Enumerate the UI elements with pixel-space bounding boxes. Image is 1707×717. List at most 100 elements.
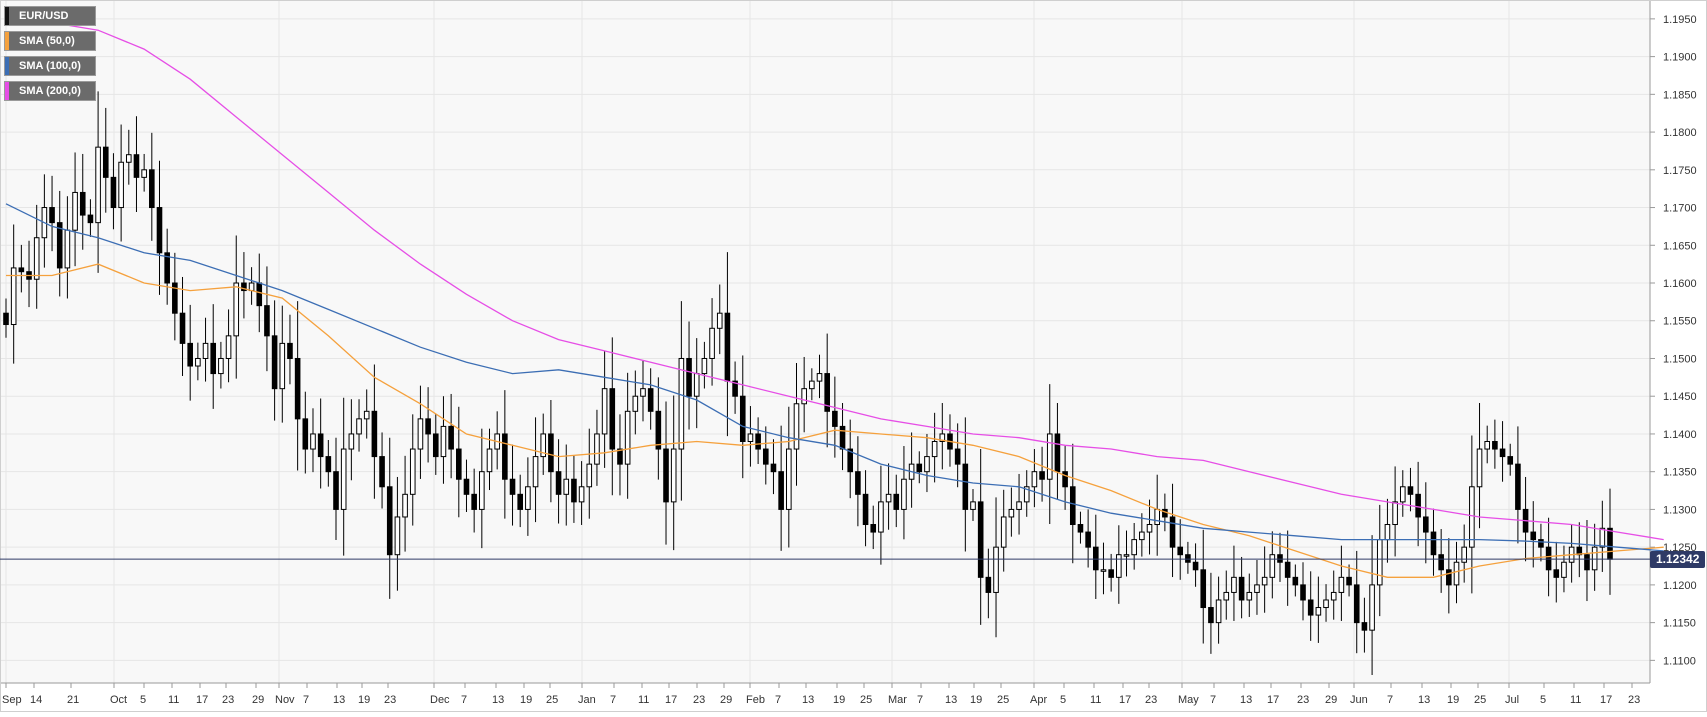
candle-body	[72, 191, 78, 231]
x-tick-label: 7	[303, 694, 309, 706]
x-tick-label: 19	[970, 694, 982, 706]
candle-body	[1530, 531, 1537, 541]
candle-body	[885, 493, 892, 503]
candle-body	[1584, 554, 1590, 571]
x-tick-label: 11	[168, 694, 179, 706]
candle-body	[1392, 501, 1398, 526]
x-tick-label: 19	[520, 694, 532, 706]
candle-body	[1215, 599, 1222, 624]
x-tick-label: Jul	[1505, 694, 1519, 706]
candle-body	[340, 448, 347, 510]
candle-body	[195, 357, 201, 367]
candle-body	[1607, 527, 1613, 560]
candle-body	[79, 191, 86, 216]
candle-body	[118, 161, 124, 209]
candle-body	[1423, 516, 1429, 533]
x-tick-label: Dec	[430, 694, 450, 706]
candle-body	[901, 478, 907, 510]
candle-body	[110, 176, 117, 209]
candle-body	[839, 425, 846, 450]
candle-body	[1062, 471, 1068, 488]
candle-body	[862, 493, 869, 526]
candle-body	[440, 425, 447, 458]
candle-body	[218, 357, 224, 375]
x-tick-label: 23	[693, 694, 705, 706]
candle-body	[210, 342, 217, 375]
candle-body	[172, 282, 178, 314]
candle-body	[202, 342, 209, 359]
legend-item-sma200[interactable]: SMA (200,0)	[4, 81, 96, 101]
candle-body	[479, 471, 485, 510]
candle-body	[1077, 524, 1084, 533]
candle-body	[1223, 591, 1230, 601]
y-tick-label: 1.1850	[1663, 89, 1697, 101]
candle-body	[670, 448, 677, 503]
candle-body	[287, 342, 293, 359]
x-tick-label: Jun	[1350, 694, 1368, 706]
y-tick-label: 1.1750	[1663, 165, 1697, 177]
x-tick-label: 19	[833, 694, 845, 706]
legend-item-sma100[interactable]: SMA (100,0)	[4, 56, 96, 76]
candle-body	[49, 207, 55, 224]
x-tick-label: 17	[1119, 694, 1131, 706]
x-tick-label: 11	[1090, 694, 1101, 706]
candle-body	[993, 546, 999, 593]
candle-body	[770, 463, 777, 473]
legend-label: SMA (200,0)	[19, 85, 81, 97]
candle-body	[164, 252, 170, 284]
candle-body	[778, 471, 784, 510]
candle-body	[1338, 576, 1345, 593]
candle-body	[356, 418, 362, 435]
candle-body	[1438, 554, 1444, 571]
candle-body	[1492, 440, 1498, 450]
x-tick-label: 17	[665, 694, 677, 706]
candle-body	[601, 388, 608, 435]
x-tick-label: 21	[67, 694, 79, 706]
x-tick-label: 19	[1447, 694, 1459, 706]
candle-body	[1108, 569, 1114, 578]
candle-body	[1545, 546, 1552, 571]
candle-body	[1277, 554, 1283, 563]
candle-body	[1361, 622, 1368, 631]
candle-body	[617, 448, 623, 465]
candle-body	[417, 418, 424, 450]
candle-body	[1031, 471, 1038, 488]
x-tick-label: Sep	[2, 694, 22, 706]
x-tick-label: 17	[1267, 694, 1279, 706]
candle-body	[394, 516, 401, 556]
candle-body	[832, 410, 838, 427]
candle-body	[801, 388, 807, 405]
x-tick-label: Feb	[746, 694, 765, 706]
candle-body	[125, 154, 132, 163]
y-tick-label: 1.1200	[1663, 580, 1697, 592]
x-tick-label: 25	[860, 694, 872, 706]
legend-item-eurusd[interactable]: EUR/USD	[4, 6, 96, 26]
candle-body	[632, 395, 639, 412]
candle-body	[571, 478, 577, 503]
y-tick-label: 1.1350	[1663, 467, 1697, 479]
candle-body	[1499, 448, 1506, 458]
candle-body	[939, 433, 946, 442]
candle-body	[1430, 531, 1437, 556]
x-tick-label: 17	[1600, 694, 1612, 706]
candle-body	[732, 380, 738, 397]
x-tick-label: Jan	[578, 694, 596, 706]
candle-body	[755, 433, 761, 450]
candle-body	[1154, 508, 1160, 526]
legend-label: EUR/USD	[19, 10, 69, 22]
candle-body	[95, 146, 101, 224]
x-tick-label: 7	[917, 694, 923, 706]
candle-body	[179, 312, 186, 344]
candle-body	[663, 448, 669, 503]
x-tick-label: 14	[30, 694, 42, 706]
candle-body	[1307, 599, 1314, 616]
candle-body	[1453, 561, 1460, 586]
x-tick-label: 23	[1628, 694, 1640, 706]
sma100-line	[5, 203, 1664, 552]
candle-body	[816, 373, 823, 382]
candle-body	[855, 471, 861, 495]
legend-item-sma50[interactable]: SMA (50,0)	[4, 31, 96, 51]
x-tick-label: 7	[610, 694, 616, 706]
